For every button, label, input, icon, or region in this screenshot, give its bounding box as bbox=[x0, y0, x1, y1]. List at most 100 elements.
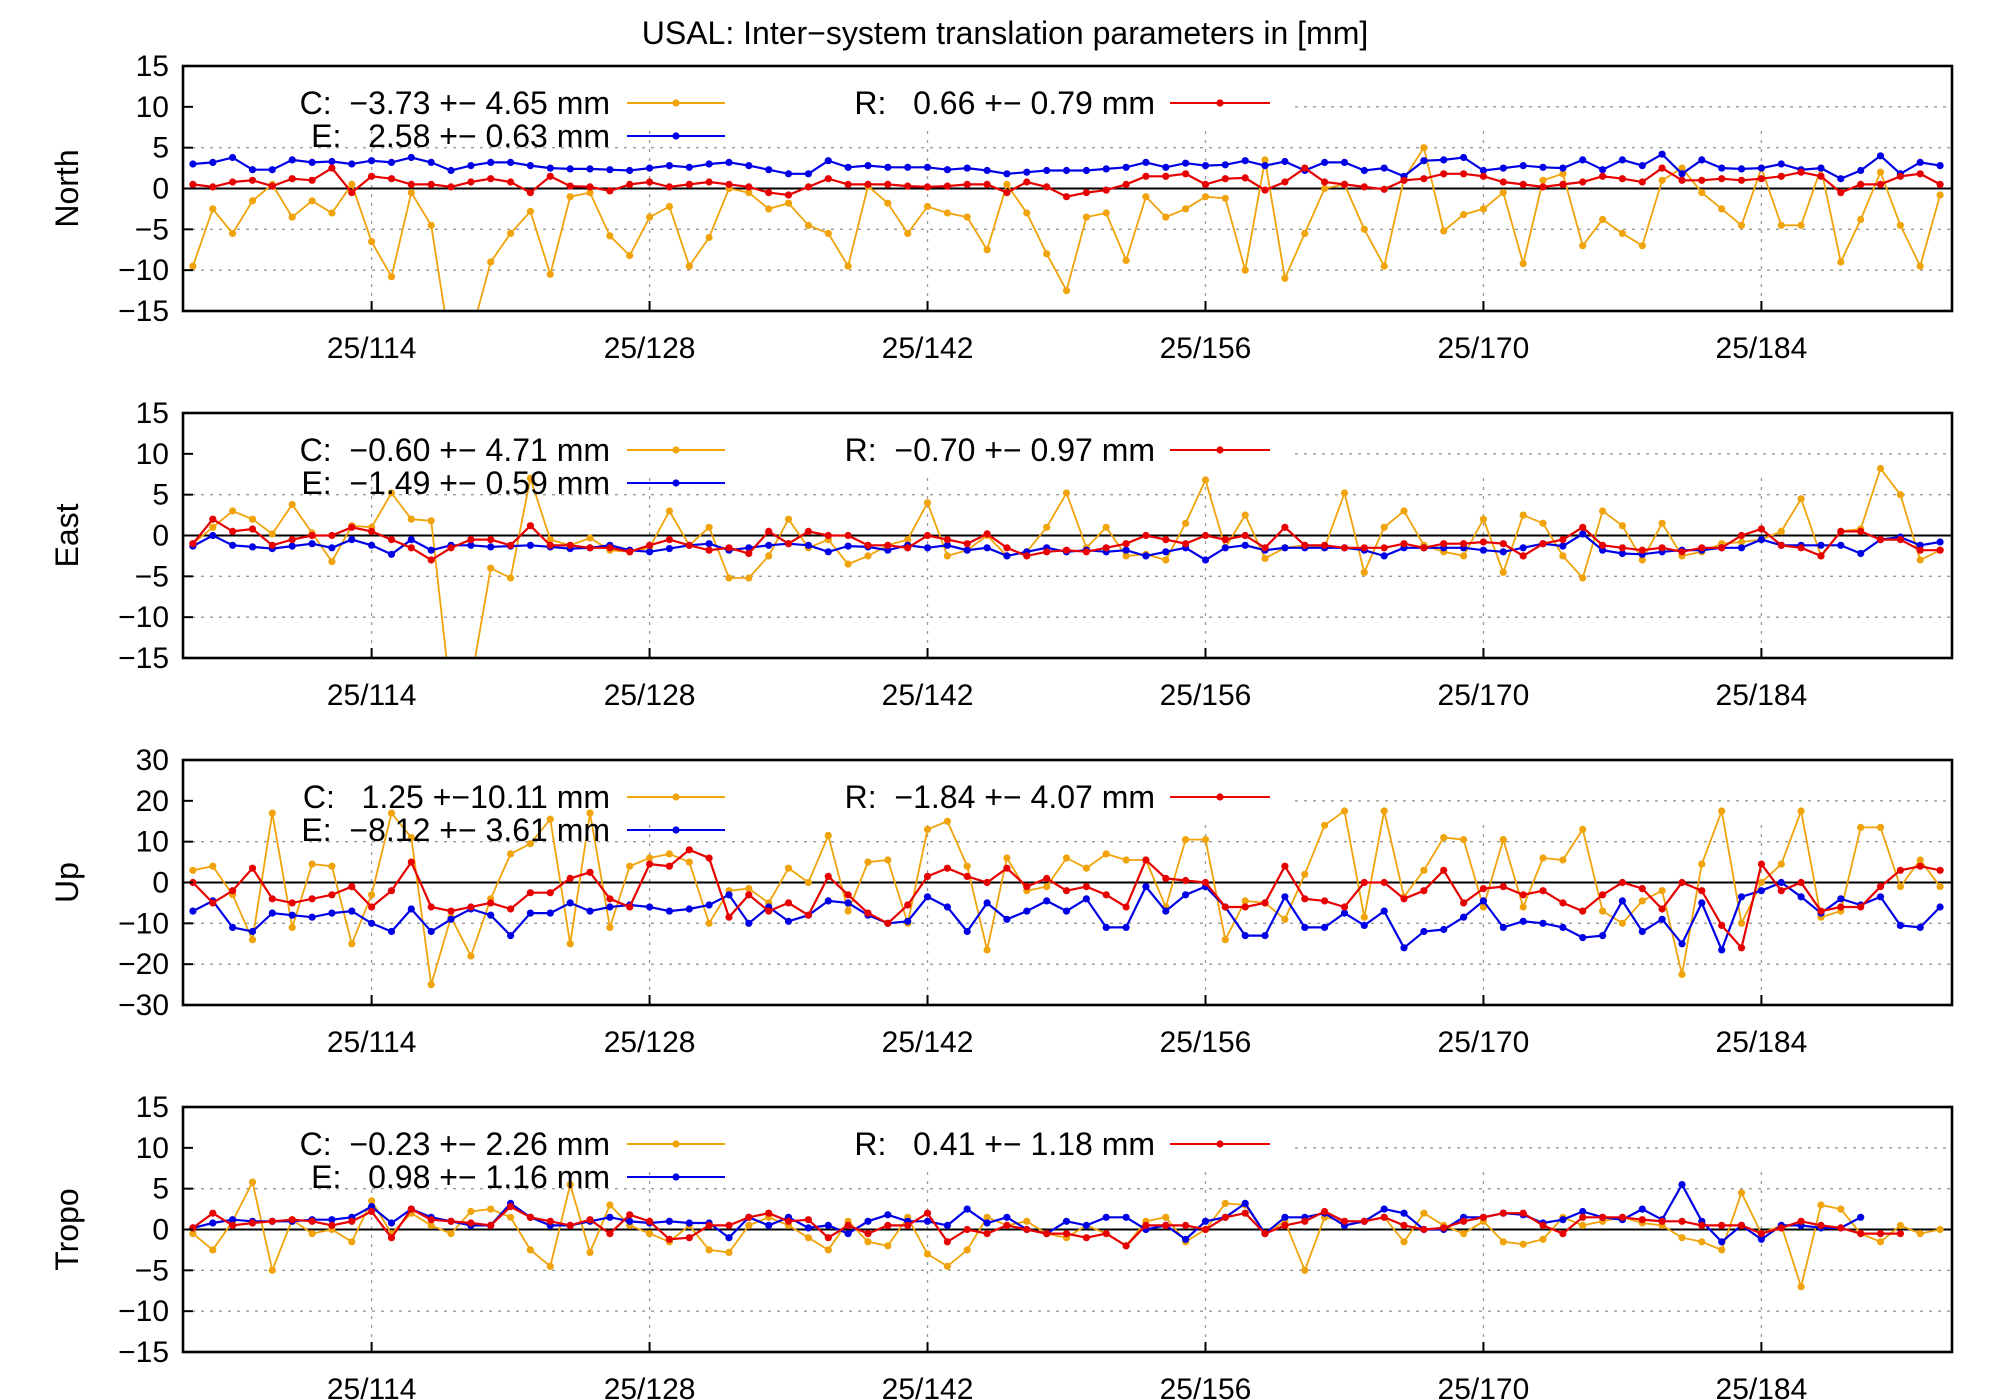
data-point-c bbox=[1519, 260, 1527, 268]
y-tick-label: 0 bbox=[152, 173, 169, 206]
data-point-c bbox=[864, 858, 872, 866]
data-point-r bbox=[1599, 541, 1607, 549]
data-point-r bbox=[1896, 536, 1904, 544]
data-point-e bbox=[248, 927, 257, 936]
y-tick-label: −10 bbox=[118, 601, 169, 634]
data-point-e bbox=[268, 166, 276, 174]
data-point-c bbox=[1876, 464, 1885, 473]
data-point-c bbox=[407, 834, 415, 842]
data-point-e bbox=[308, 913, 316, 921]
data-point-r bbox=[1340, 1217, 1349, 1225]
data-point-r bbox=[1539, 540, 1547, 548]
data-point-r bbox=[1837, 1224, 1845, 1232]
data-point-e bbox=[209, 1219, 217, 1227]
data-point-e bbox=[1082, 895, 1090, 903]
data-point-r bbox=[1917, 0, 1924, 4]
data-point-c bbox=[1519, 1240, 1527, 1248]
data-point-c bbox=[1797, 221, 1805, 229]
data-point-e bbox=[526, 162, 535, 170]
data-point-c bbox=[1420, 144, 1428, 152]
data-point-r bbox=[1340, 903, 1349, 911]
data-point-r bbox=[1420, 544, 1428, 552]
data-point-e bbox=[1837, 175, 1845, 183]
data-point-c bbox=[189, 866, 197, 874]
data-point-r bbox=[745, 549, 753, 558]
data-point-r bbox=[1817, 552, 1825, 560]
data-point-r bbox=[1420, 887, 1428, 895]
data-point-r bbox=[705, 1221, 713, 1229]
data-point-c bbox=[665, 202, 674, 211]
data-point-e bbox=[685, 1219, 693, 1227]
data-point-e bbox=[1499, 548, 1507, 556]
data-point-c bbox=[1599, 215, 1607, 224]
data-point-c bbox=[963, 213, 971, 221]
data-point-c bbox=[1857, 215, 1865, 224]
data-point-e bbox=[1876, 152, 1885, 160]
data-point-c bbox=[1043, 250, 1051, 258]
data-point-r bbox=[745, 891, 753, 899]
data-point-e bbox=[606, 166, 614, 174]
data-point-e bbox=[1221, 544, 1229, 552]
data-point-c bbox=[487, 258, 495, 266]
data-point-c bbox=[1519, 903, 1527, 911]
data-point-r bbox=[1777, 541, 1785, 549]
data-point-r bbox=[1559, 899, 1567, 907]
data-point-c bbox=[507, 1213, 515, 1221]
data-point-e bbox=[1281, 544, 1289, 552]
data-point-r bbox=[1162, 536, 1170, 544]
data-point-c bbox=[348, 180, 356, 188]
data-point-c bbox=[1400, 1238, 1408, 1246]
data-point-r bbox=[1797, 1217, 1805, 1225]
data-point-e bbox=[1917, 0, 1924, 4]
data-point-e bbox=[1857, 1213, 1865, 1221]
data-point-e bbox=[844, 163, 852, 171]
data-point-r bbox=[1261, 1230, 1269, 1238]
data-point-r bbox=[1579, 907, 1587, 915]
data-point-r bbox=[407, 544, 415, 552]
data-point-r bbox=[447, 907, 455, 915]
x-tick-label: 25/156 bbox=[1160, 1026, 1252, 1059]
data-point-e bbox=[1142, 552, 1150, 560]
data-point-c bbox=[1857, 823, 1865, 832]
data-point-e bbox=[1043, 897, 1051, 905]
data-point-r bbox=[328, 1221, 336, 1229]
data-point-c bbox=[1340, 489, 1349, 497]
data-point-e bbox=[1937, 0, 1944, 4]
data-point-e bbox=[1023, 168, 1031, 176]
data-point-r bbox=[248, 864, 257, 872]
data-point-r bbox=[348, 523, 356, 531]
data-point-r bbox=[1142, 856, 1150, 864]
data-point-r bbox=[745, 1213, 753, 1221]
data-point-r bbox=[1023, 883, 1031, 891]
data-point-e bbox=[665, 907, 674, 915]
data-point-e bbox=[1182, 159, 1190, 167]
data-point-r bbox=[248, 176, 257, 184]
data-point-c bbox=[1757, 878, 1765, 887]
data-point-e bbox=[804, 170, 813, 178]
data-point-r bbox=[804, 183, 813, 191]
data-point-c bbox=[646, 213, 654, 221]
series-group bbox=[189, 144, 1944, 311]
data-point-e bbox=[1062, 907, 1071, 915]
data-point-r bbox=[447, 1217, 455, 1225]
data-point-e bbox=[1321, 158, 1329, 166]
data-point-c bbox=[1281, 274, 1289, 282]
data-point-r bbox=[1023, 1225, 1031, 1234]
data-point-e bbox=[1698, 156, 1706, 164]
y-tick-label: −5 bbox=[135, 213, 169, 246]
data-point-c bbox=[248, 515, 257, 523]
data-point-r bbox=[467, 1219, 475, 1227]
data-point-c bbox=[1916, 556, 1924, 564]
data-point-r bbox=[507, 905, 515, 913]
data-point-r bbox=[1142, 172, 1150, 180]
data-point-c bbox=[1380, 523, 1388, 531]
data-point-r bbox=[1360, 183, 1368, 191]
data-point-e bbox=[1241, 157, 1249, 165]
data-point-r bbox=[268, 895, 276, 903]
data-point-r bbox=[1281, 523, 1289, 531]
data-point-r bbox=[1618, 878, 1626, 887]
data-point-c bbox=[1043, 523, 1051, 531]
data-point-c bbox=[1261, 554, 1269, 563]
data-point-c bbox=[1876, 168, 1885, 176]
data-point-c bbox=[1062, 287, 1071, 295]
